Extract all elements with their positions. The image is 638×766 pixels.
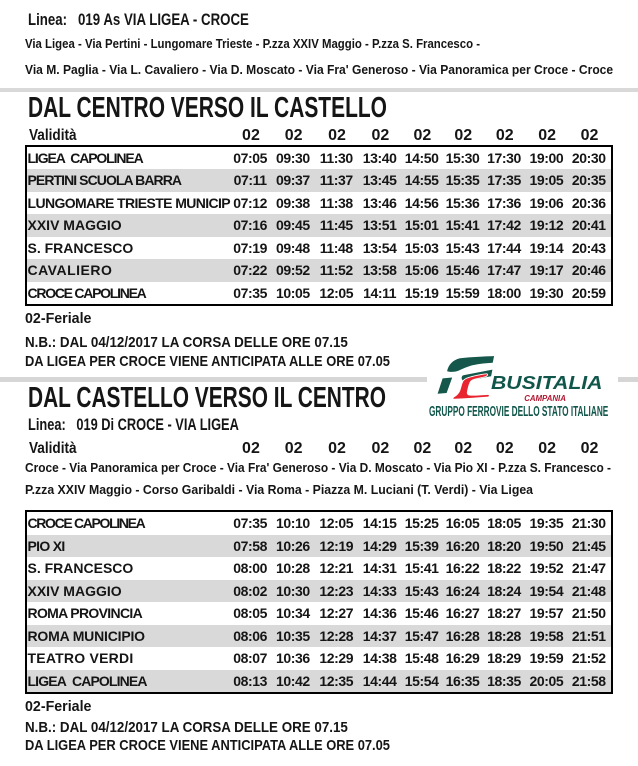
svg-text:BUSITALIA: BUSITALIA: [491, 373, 603, 393]
svg-text:GRUPPO FERROVIE DELLO STATO IT: GRUPPO FERROVIE DELLO STATO ITALIANE: [429, 404, 608, 418]
svg-text:CAMPANIA: CAMPANIA: [524, 393, 566, 403]
